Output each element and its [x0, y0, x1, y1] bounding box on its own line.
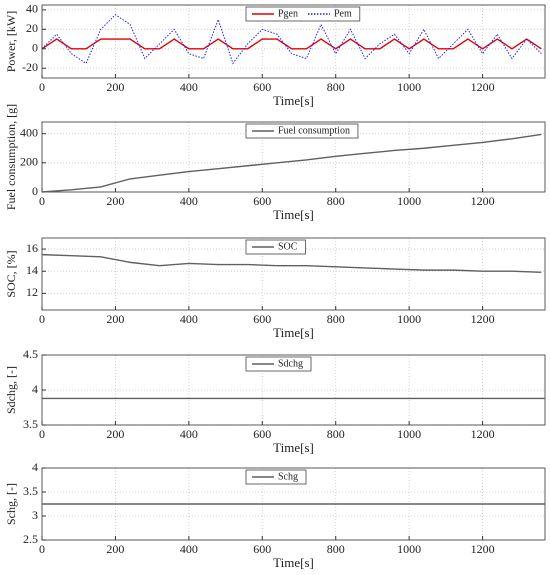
x-tick-label: 200 — [106, 80, 124, 94]
legend: SOC — [245, 239, 306, 255]
x-tick-label: 800 — [327, 194, 345, 208]
data-line — [41, 253, 542, 274]
x-tick-label: 1200 — [471, 427, 495, 441]
y-tick-label: 3 — [32, 508, 38, 522]
x-tick-label: 400 — [180, 194, 198, 208]
x-tick-label: 800 — [327, 427, 345, 441]
x-axis-label: Time[s] — [273, 555, 314, 570]
y-tick-label: 40 — [26, 2, 38, 16]
legend-box — [245, 356, 312, 372]
x-tick-label: 400 — [180, 80, 198, 94]
panel: 0 200 400 0 200 400 600 800 1000 1200 Time[s] Fuel … — [4, 104, 546, 222]
x-tick-label: 1000 — [397, 312, 421, 326]
y-axis-label: Sdchg, [-] — [4, 366, 18, 414]
y-tick-label: 3.5 — [23, 417, 38, 431]
data-line — [41, 38, 542, 50]
y-tick-label: 14 — [26, 263, 38, 277]
legend: Fuel consumption — [245, 123, 359, 139]
data-line — [41, 133, 542, 193]
legend-label: Fuel consumption — [278, 125, 350, 136]
x-tick-label: 800 — [327, 542, 345, 556]
x-tick-label: 800 — [327, 312, 345, 326]
x-tick-label: 1000 — [397, 427, 421, 441]
y-tick-label: 12 — [26, 285, 38, 299]
legend-label: Sdchg — [278, 358, 303, 369]
legend-label: Schg — [278, 471, 298, 482]
x-tick-label: 400 — [180, 427, 198, 441]
x-axis-label: Time[s] — [273, 325, 314, 340]
x-axis-label: Time[s] — [273, 93, 314, 108]
x-tick-label: 1200 — [471, 194, 495, 208]
x-tick-label: 600 — [253, 80, 271, 94]
y-tick-label: 0 — [32, 41, 38, 55]
legend: Pgen Pem — [245, 6, 361, 22]
legend-label: Pgen — [278, 8, 298, 19]
x-axis-label: Time[s] — [273, 207, 314, 222]
y-tick-label: -20 — [22, 60, 38, 74]
x-tick-label: 200 — [106, 194, 124, 208]
data-line — [41, 14, 542, 65]
plot-frame — [41, 354, 546, 426]
legend-label: SOC — [278, 241, 298, 252]
legend-box — [245, 239, 306, 255]
legend-label: Pem — [334, 8, 352, 19]
y-axis-label: SOC, [%] — [4, 250, 18, 297]
plot-frame — [41, 4, 546, 79]
y-axis-label: Power, [kW] — [4, 11, 18, 73]
legend: Schg — [245, 469, 307, 485]
x-tick-label: 400 — [180, 312, 198, 326]
y-tick-label: 16 — [26, 241, 38, 255]
x-tick-label: 0 — [39, 80, 45, 94]
y-tick-label: 3.5 — [23, 484, 38, 498]
y-tick-label: 4 — [32, 460, 38, 474]
x-tick-label: 200 — [106, 312, 124, 326]
plot-frame — [41, 237, 546, 311]
y-tick-label: 4.5 — [23, 347, 38, 361]
y-tick-label: 4 — [32, 382, 38, 396]
y-tick-label: 0 — [32, 184, 38, 198]
panel: 2.5 3 3.5 4 0 200 400 600 800 1000 1200 Time[s] Schg… — [4, 460, 546, 570]
legend-box — [245, 123, 359, 139]
legend-box — [245, 6, 361, 22]
x-tick-label: 1200 — [471, 542, 495, 556]
x-tick-label: 1000 — [397, 542, 421, 556]
x-tick-label: 400 — [180, 542, 198, 556]
plot-frame — [41, 121, 546, 193]
x-tick-label: 0 — [39, 542, 45, 556]
y-tick-label: 400 — [20, 125, 38, 139]
x-tick-label: 800 — [327, 80, 345, 94]
panel: 3.5 4 4.5 0 200 400 600 800 1000 1200 Time[s] Sdchg… — [4, 347, 546, 455]
x-tick-label: 1200 — [471, 312, 495, 326]
legend: Sdchg — [245, 356, 312, 372]
x-tick-label: 600 — [253, 194, 271, 208]
y-axis-label: Fuel consumption, [g] — [4, 104, 18, 210]
legend-box — [245, 469, 307, 485]
y-axis-label: Schg, [-] — [4, 483, 18, 525]
x-tick-label: 1200 — [471, 80, 495, 94]
x-tick-label: 0 — [39, 312, 45, 326]
x-tick-label: 200 — [106, 427, 124, 441]
x-tick-label: 200 — [106, 542, 124, 556]
x-tick-label: 0 — [39, 427, 45, 441]
x-tick-label: 0 — [39, 194, 45, 208]
x-tick-label: 1000 — [397, 80, 421, 94]
y-tick-label: 2.5 — [23, 532, 38, 546]
panel: 12 14 16 0 200 400 600 800 1000 1200 Time[s] SOC, [… — [4, 237, 546, 340]
x-axis-label: Time[s] — [273, 440, 314, 455]
y-tick-label: 20 — [26, 21, 38, 35]
x-tick-label: 600 — [253, 542, 271, 556]
x-tick-label: 600 — [253, 427, 271, 441]
x-tick-label: 600 — [253, 312, 271, 326]
x-tick-label: 1000 — [397, 194, 421, 208]
y-tick-label: 200 — [20, 155, 38, 169]
